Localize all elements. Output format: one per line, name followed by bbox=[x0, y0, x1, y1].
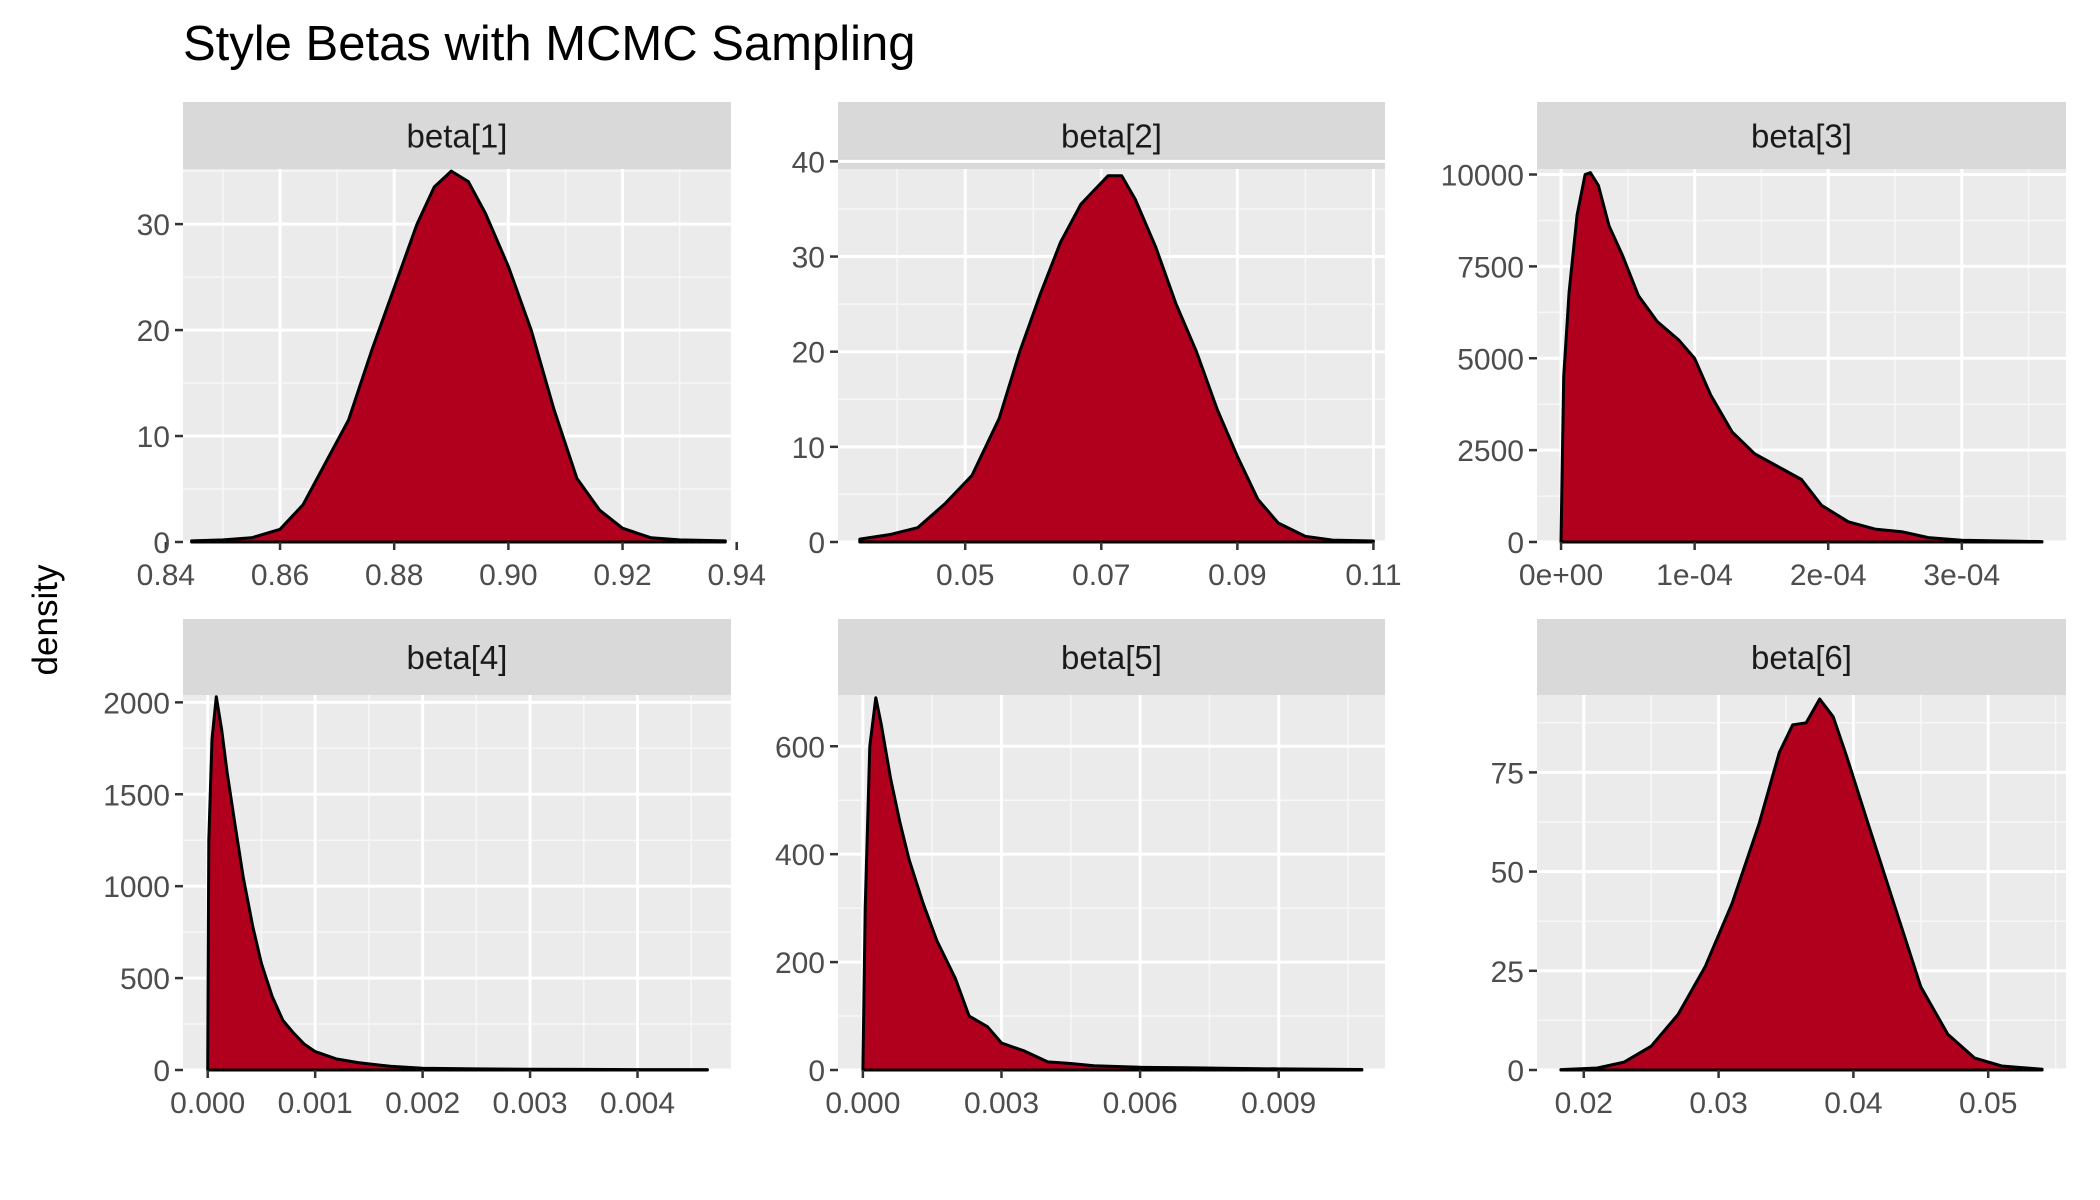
density-area bbox=[206, 695, 709, 1072]
x-tick-label: 0.006 bbox=[1103, 1087, 1178, 1120]
x-tick-label: 0.000 bbox=[825, 1087, 900, 1120]
y-tick-label: 400 bbox=[775, 839, 825, 872]
x-tick-label: 0.001 bbox=[278, 1087, 353, 1120]
x-tick-label: 0.86 bbox=[251, 559, 309, 592]
y-tick-label: 0 bbox=[1507, 1055, 1524, 1088]
y-axis-label: density bbox=[26, 564, 65, 675]
x-tick-label: 0.000 bbox=[170, 1087, 245, 1120]
x-tick-label: 0.002 bbox=[385, 1087, 460, 1120]
x-tick-label: 1e-04 bbox=[1656, 559, 1733, 592]
y-tick-label: 200 bbox=[775, 947, 825, 980]
x-tick-label: 0.94 bbox=[708, 559, 766, 592]
y-tick-label: 0 bbox=[153, 527, 170, 560]
y-tick-label: 5000 bbox=[1457, 343, 1524, 376]
y-tick-label: 20 bbox=[792, 337, 825, 370]
x-tick-label: 0.04 bbox=[1824, 1087, 1882, 1120]
x-tick-label: 0.11 bbox=[1345, 559, 1401, 592]
y-tick-label: 2500 bbox=[1457, 435, 1524, 468]
x-tick-label: 0.90 bbox=[479, 559, 537, 592]
x-tick-label: 0.05 bbox=[936, 559, 994, 592]
density-area bbox=[190, 169, 727, 544]
facet-panels: beta[1]0.84 0.86 0.88 0.90 0.92 0.940102030be… bbox=[103, 102, 2066, 1120]
facet-strip-label: beta[5] bbox=[1061, 639, 1162, 676]
y-tick-label: 10 bbox=[792, 432, 825, 465]
y-tick-label: 600 bbox=[775, 731, 825, 764]
x-tick-label: 0.03 bbox=[1689, 1087, 1747, 1120]
facet-strip-label: beta[6] bbox=[1751, 639, 1852, 676]
x-tick-label: 0.84 bbox=[137, 559, 195, 592]
density-area bbox=[858, 174, 1375, 544]
facet-panel-3: beta[3] 0e+00 1e-04 2e-04 3e-04 0 2500 5000 7500… bbox=[1441, 102, 2066, 592]
x-tick-label: 0.009 bbox=[1241, 1087, 1316, 1120]
x-tick-label: 0.07 bbox=[1072, 559, 1130, 592]
facet-panel-4: beta[4] 0.000 0.001 0.002 0.003 0.004 0 500 1000… bbox=[103, 619, 731, 1120]
x-tick-label: 0.004 bbox=[600, 1087, 675, 1120]
y-tick-label: 0 bbox=[808, 527, 825, 560]
y-tick-label: 50 bbox=[1491, 857, 1524, 890]
x-tick-label: 0e+00 bbox=[1519, 559, 1603, 592]
density-area bbox=[1559, 171, 2044, 544]
y-tick-label: 1000 bbox=[103, 871, 170, 904]
facet-strip bbox=[183, 619, 731, 695]
y-tick-label: 7500 bbox=[1457, 251, 1524, 284]
y-tick-label: 0 bbox=[808, 1055, 825, 1088]
y-tick-label: 30 bbox=[792, 242, 825, 275]
y-tick-label: 10000 bbox=[1441, 160, 1524, 193]
y-tick-label: 40 bbox=[792, 146, 825, 179]
x-tick-label: 0.09 bbox=[1208, 559, 1266, 592]
y-tick-label: 0 bbox=[1507, 527, 1524, 560]
x-tick-label: 0.05 bbox=[1959, 1087, 2017, 1120]
facet-strip-label: beta[4] bbox=[407, 639, 508, 676]
y-tick-label: 30 bbox=[137, 209, 170, 242]
x-tick-label: 0.88 bbox=[365, 559, 423, 592]
facet-panel-1: beta[1] 0.84 0.86 0.88 0.90 0.92 0.94 0 10 20 30 bbox=[137, 102, 766, 592]
facet-panel-5: beta[5] 0.000 0.003 0.006 0.009 0 200 400 600 bbox=[775, 619, 1385, 1120]
density-area bbox=[861, 696, 1364, 1072]
x-tick-label: 3e-04 bbox=[1923, 559, 2000, 592]
y-tick-label: 2000 bbox=[103, 687, 170, 720]
y-tick-label: 25 bbox=[1491, 956, 1524, 989]
x-tick-label: 2e-04 bbox=[1790, 559, 1867, 592]
x-tick-label: 0.02 bbox=[1555, 1087, 1613, 1120]
x-tick-label: 0.92 bbox=[593, 559, 651, 592]
facet-strip bbox=[838, 619, 1385, 695]
y-tick-label: 20 bbox=[137, 315, 170, 348]
facet-strip bbox=[1537, 102, 2066, 169]
y-tick-label: 1500 bbox=[103, 779, 170, 812]
x-tick-label: 0.003 bbox=[964, 1087, 1039, 1120]
x-tick-label: 0.003 bbox=[493, 1087, 568, 1120]
facet-panel-2: beta[2] 0.05 0.07 0.09 0.11 0 10 20 30 40 bbox=[792, 102, 1402, 592]
facet-strip-label: beta[2] bbox=[1061, 118, 1162, 155]
facet-strip-label: beta[3] bbox=[1751, 118, 1852, 155]
facet-strip bbox=[1537, 619, 2066, 695]
y-tick-label: 10 bbox=[137, 421, 170, 454]
y-tick-label: 0 bbox=[153, 1055, 170, 1088]
density-area bbox=[1559, 697, 2044, 1072]
facet-strip-label: beta[1] bbox=[407, 118, 508, 155]
y-tick-label: 500 bbox=[120, 963, 170, 996]
facet-panel-6: beta[6] 0.02 0.03 0.04 0.05 0 25 50 75 bbox=[1491, 619, 2066, 1120]
facet-strip bbox=[838, 102, 1385, 169]
figure-title: Style Betas with MCMC Sampling bbox=[183, 17, 916, 71]
y-tick-label: 75 bbox=[1491, 757, 1524, 790]
facet-strip bbox=[183, 102, 731, 169]
